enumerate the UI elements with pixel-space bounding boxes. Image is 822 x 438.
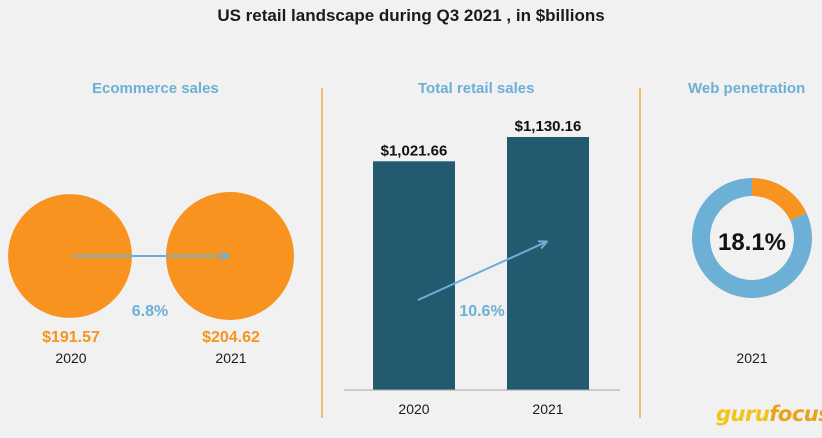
- bubble-value-2021: $204.62: [202, 329, 260, 346]
- retail-growth-arrow: [417, 242, 546, 301]
- bubble-2021: [166, 192, 294, 320]
- bar-category-2021: 2021: [532, 401, 563, 417]
- bubble-category-2021: 2021: [215, 350, 246, 366]
- bar-2020: [373, 161, 455, 390]
- donut-slice-web: [752, 178, 807, 221]
- logo-part-focus: focus: [769, 402, 822, 426]
- bubble-2020: [8, 194, 132, 318]
- logo-part-guru: guru: [716, 402, 770, 426]
- retail-section-title: Total retail sales: [418, 80, 535, 97]
- bar-2021: [507, 137, 589, 390]
- bar-value-2021: $1,130.16: [515, 118, 582, 135]
- donut-slice-rest: [692, 178, 812, 299]
- ecommerce-section-title: Ecommerce sales: [92, 80, 219, 97]
- bar-value-2020: $1,021.66: [381, 142, 448, 159]
- ecommerce-growth-label: 6.8%: [132, 303, 168, 320]
- web-section-title: Web penetration: [688, 80, 806, 97]
- chart-title: US retail landscape during Q3 2021 , in …: [217, 6, 605, 25]
- bubble-category-2020: 2020: [55, 350, 86, 366]
- donut-category: 2021: [736, 350, 767, 366]
- bubble-value-2020: $191.57: [42, 329, 100, 346]
- retail-growth-label: 10.6%: [459, 303, 504, 320]
- bar-category-2020: 2020: [398, 401, 429, 417]
- donut-center-label: 18.1%: [718, 229, 786, 256]
- gurufocus-logo: gurufocus: [716, 402, 822, 426]
